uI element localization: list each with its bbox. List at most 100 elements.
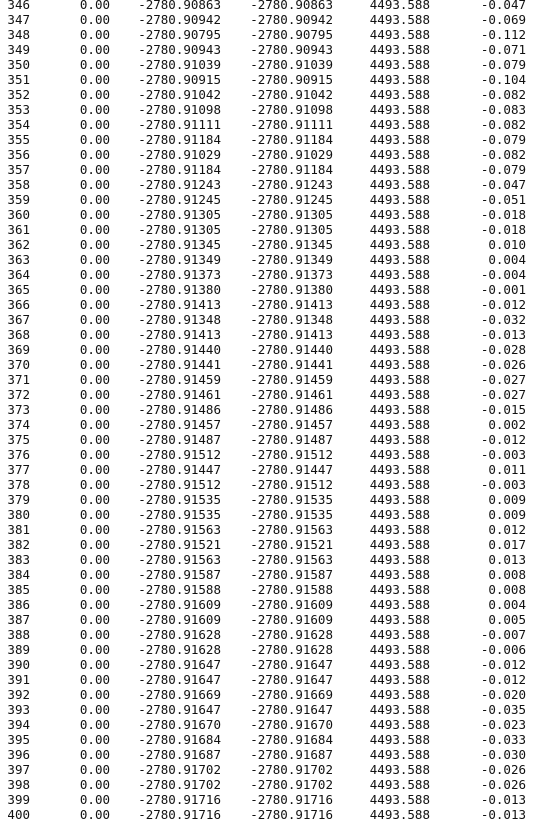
col-4-cell: -2780.91512 <box>250 447 333 462</box>
col-3-cell: -2780.91716 <box>138 807 221 822</box>
col-6-cell: 0.008 <box>488 582 526 597</box>
step-cell: 372 <box>7 387 30 402</box>
step-cell: 378 <box>7 477 30 492</box>
col-2-cell: 0.00 <box>79 222 110 237</box>
step-cell: 398 <box>7 777 30 792</box>
table-row: 387 0.00 -2780.91609 -2780.91609 4493.588 0.0… <box>0 612 539 627</box>
col-4-cell: -2780.91716 <box>250 807 333 822</box>
table-row: 380 0.00 -2780.91535 -2780.91535 4493.588 0.0… <box>0 507 539 522</box>
col-6-cell: -0.079 <box>480 162 526 177</box>
col-3-cell: -2780.91702 <box>138 777 221 792</box>
col-5-cell: 4493.588 <box>369 387 430 402</box>
col-5-cell: 4493.588 <box>369 462 430 477</box>
col-3-cell: -2780.91111 <box>138 117 221 132</box>
col-2-cell: 0.00 <box>79 357 110 372</box>
col-4-cell: -2780.91029 <box>250 147 333 162</box>
table-row: 393 0.00 -2780.91647 -2780.91647 4493.588 -0.… <box>0 702 539 717</box>
col-6-cell: -0.023 <box>480 717 526 732</box>
col-3-cell: -2780.91245 <box>138 192 221 207</box>
col-6-cell: 0.010 <box>488 237 526 252</box>
col-5-cell: 4493.588 <box>369 762 430 777</box>
col-5-cell: 4493.588 <box>369 417 430 432</box>
col-5-cell: 4493.588 <box>369 702 430 717</box>
col-3-cell: -2780.91184 <box>138 162 221 177</box>
col-4-cell: -2780.91535 <box>250 507 333 522</box>
col-4-cell: -2780.91441 <box>250 357 333 372</box>
col-6-cell: -0.047 <box>480 177 526 192</box>
table-row: 392 0.00 -2780.91669 -2780.91669 4493.588 -0.… <box>0 687 539 702</box>
col-6-cell: 0.004 <box>488 597 526 612</box>
col-6-cell: -0.028 <box>480 342 526 357</box>
col-3-cell: -2780.91345 <box>138 237 221 252</box>
step-cell: 353 <box>7 102 30 117</box>
step-cell: 374 <box>7 417 30 432</box>
col-5-cell: 4493.588 <box>369 687 430 702</box>
col-5-cell: 4493.588 <box>369 312 430 327</box>
col-6-cell: -0.033 <box>480 732 526 747</box>
table-row: 364 0.00 -2780.91373 -2780.91373 4493.588 -0.… <box>0 267 539 282</box>
step-cell: 369 <box>7 342 30 357</box>
col-5-cell: 4493.588 <box>369 657 430 672</box>
col-5-cell: 4493.588 <box>369 102 430 117</box>
col-5-cell: 4493.588 <box>369 372 430 387</box>
col-6-cell: -0.004 <box>480 267 526 282</box>
col-3-cell: -2780.91380 <box>138 282 221 297</box>
table-row: 352 0.00 -2780.91042 -2780.91042 4493.588 -0.… <box>0 87 539 102</box>
step-cell: 388 <box>7 627 30 642</box>
col-3-cell: -2780.90942 <box>138 12 221 27</box>
col-6-cell: 0.017 <box>488 537 526 552</box>
step-cell: 390 <box>7 657 30 672</box>
col-5-cell: 4493.588 <box>369 477 430 492</box>
step-cell: 382 <box>7 537 30 552</box>
step-cell: 397 <box>7 762 30 777</box>
step-cell: 348 <box>7 27 30 42</box>
col-2-cell: 0.00 <box>79 747 110 762</box>
col-3-cell: -2780.91687 <box>138 747 221 762</box>
col-4-cell: -2780.91628 <box>250 627 333 642</box>
col-6-cell: 0.009 <box>488 492 526 507</box>
col-3-cell: -2780.91670 <box>138 717 221 732</box>
col-5-cell: 4493.588 <box>369 132 430 147</box>
col-5-cell: 4493.588 <box>369 207 430 222</box>
col-3-cell: -2780.91098 <box>138 102 221 117</box>
col-2-cell: 0.00 <box>79 492 110 507</box>
col-4-cell: -2780.91380 <box>250 282 333 297</box>
col-5-cell: 4493.588 <box>369 267 430 282</box>
col-4-cell: -2780.90795 <box>250 27 333 42</box>
col-5-cell: 4493.588 <box>369 582 430 597</box>
col-4-cell: -2780.91716 <box>250 792 333 807</box>
col-3-cell: -2780.91413 <box>138 327 221 342</box>
col-6-cell: -0.003 <box>480 477 526 492</box>
col-5-cell: 4493.588 <box>369 612 430 627</box>
step-cell: 384 <box>7 567 30 582</box>
col-6-cell: 0.011 <box>488 462 526 477</box>
col-2-cell: 0.00 <box>79 147 110 162</box>
col-5-cell: 4493.588 <box>369 177 430 192</box>
col-4-cell: -2780.91487 <box>250 432 333 447</box>
col-4-cell: -2780.91373 <box>250 267 333 282</box>
table-row: 360 0.00 -2780.91305 -2780.91305 4493.588 -0.… <box>0 207 539 222</box>
col-4-cell: -2780.91245 <box>250 192 333 207</box>
col-5-cell: 4493.588 <box>369 87 430 102</box>
table-row: 377 0.00 -2780.91447 -2780.91447 4493.588 0.0… <box>0 462 539 477</box>
col-4-cell: -2780.91687 <box>250 747 333 762</box>
table-row: 363 0.00 -2780.91349 -2780.91349 4493.588 0.0… <box>0 252 539 267</box>
col-2-cell: 0.00 <box>79 597 110 612</box>
step-cell: 371 <box>7 372 30 387</box>
step-cell: 394 <box>7 717 30 732</box>
col-2-cell: 0.00 <box>79 447 110 462</box>
col-5-cell: 4493.588 <box>369 27 430 42</box>
col-5-cell: 4493.588 <box>369 402 430 417</box>
table-row: 347 0.00 -2780.90942 -2780.90942 4493.588 -0.… <box>0 12 539 27</box>
col-3-cell: -2780.91305 <box>138 222 221 237</box>
table-row: 346 0.00 -2780.90863 -2780.90863 4493.588 -0.… <box>0 0 539 12</box>
col-3-cell: -2780.91684 <box>138 732 221 747</box>
table-row: 395 0.00 -2780.91684 -2780.91684 4493.588 -0.… <box>0 732 539 747</box>
table-row: 350 0.00 -2780.91039 -2780.91039 4493.588 -0.… <box>0 57 539 72</box>
table-row: 348 0.00 -2780.90795 -2780.90795 4493.588 -0.… <box>0 27 539 42</box>
col-5-cell: 4493.588 <box>369 237 430 252</box>
step-cell: 392 <box>7 687 30 702</box>
col-4-cell: -2780.91039 <box>250 57 333 72</box>
col-6-cell: -0.112 <box>480 27 526 42</box>
